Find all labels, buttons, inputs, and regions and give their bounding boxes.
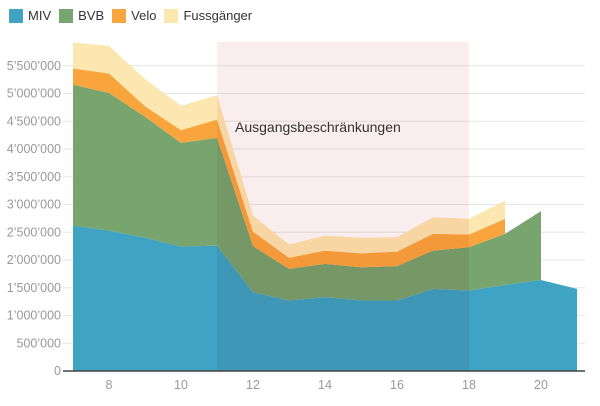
legend-item[interactable]: MIV — [9, 8, 51, 23]
area-velo — [73, 68, 505, 269]
legend-item[interactable]: Velo — [112, 8, 156, 23]
legend-label: Velo — [131, 8, 157, 23]
y-tick-label: 3’000’000 — [7, 198, 61, 212]
y-tick-label: 2’000’000 — [7, 253, 61, 267]
legend: MIV BVB Velo Fussgänger — [9, 8, 252, 23]
x-tick-label: 8 — [106, 378, 113, 392]
y-tick-label: 3’500’000 — [7, 170, 61, 184]
x-tick-label: 20 — [534, 378, 548, 392]
lockdown-period-band — [217, 42, 469, 371]
y-tick-label: 1’500’000 — [7, 281, 61, 295]
legend-label: MIV — [28, 8, 52, 23]
area-fussgänger — [73, 42, 505, 258]
x-tick-label: 14 — [318, 378, 332, 392]
y-tick-label: 5’500’000 — [7, 59, 61, 73]
y-tick-label: 500’000 — [17, 336, 62, 350]
x-tick-label: 18 — [462, 378, 476, 392]
legend-swatch — [59, 8, 74, 23]
lockdown-annotation-label: Ausgangsbeschränkungen — [235, 119, 401, 135]
y-tick-label: 5’000’000 — [7, 87, 61, 101]
legend-label: BVB — [78, 8, 105, 23]
y-tick-label: 1’000’000 — [7, 309, 61, 323]
y-tick-label: 0 — [54, 364, 61, 378]
x-tick-label: 16 — [390, 378, 404, 392]
legend-label: Fussgänger — [183, 8, 253, 23]
y-tick-label: 4’000’000 — [7, 142, 61, 156]
y-tick-label: 2’500’000 — [7, 225, 61, 239]
y-tick-label: 4’500’000 — [7, 114, 61, 128]
legend-item[interactable]: BVB — [59, 8, 104, 23]
area-bvb — [73, 84, 541, 301]
legend-swatch — [112, 8, 127, 23]
x-tick-label: 12 — [246, 378, 260, 392]
legend-item[interactable]: Fussgänger — [164, 8, 252, 23]
legend-swatch — [9, 8, 23, 23]
legend-swatch — [164, 8, 179, 23]
x-tick-label: 10 — [174, 378, 188, 392]
